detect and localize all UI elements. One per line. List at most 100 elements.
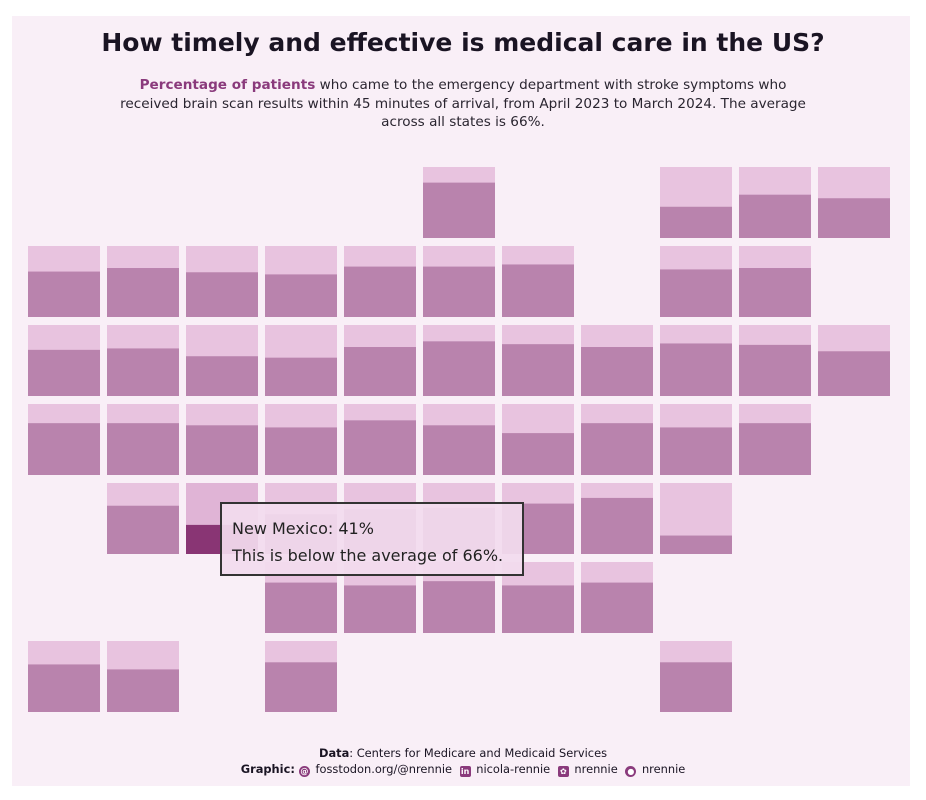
tile-bar (502, 433, 574, 475)
state-tile[interactable] (502, 325, 574, 396)
state-tile[interactable] (660, 325, 732, 396)
tile-bar (344, 420, 416, 475)
state-tile[interactable] (739, 404, 811, 475)
state-tile[interactable] (265, 325, 337, 396)
tile-bar (265, 357, 337, 396)
state-tile[interactable] (660, 483, 732, 554)
tile-bar (344, 585, 416, 633)
state-tile[interactable] (660, 167, 732, 238)
state-tile[interactable] (818, 325, 890, 396)
tile-bar (660, 535, 732, 554)
tile-bar (423, 182, 495, 238)
tile-bar (344, 347, 416, 396)
caption-graphic-label: Graphic: (240, 762, 295, 776)
state-tile[interactable] (739, 246, 811, 317)
tile-bar (186, 272, 258, 317)
tile-bar (581, 497, 653, 554)
state-tile[interactable] (581, 562, 653, 633)
tile-bar (660, 662, 732, 712)
state-tile[interactable] (344, 325, 416, 396)
subtitle-text: who came to the emergency department wit… (120, 77, 806, 131)
tooltip: New Mexico: 41% This is below the averag… (220, 502, 524, 576)
state-tile[interactable] (581, 483, 653, 554)
state-tile[interactable] (265, 641, 337, 712)
tile-bar (660, 427, 732, 475)
state-tile[interactable] (28, 404, 100, 475)
state-tile[interactable] (186, 325, 258, 396)
bluesky-icon: ✿ (557, 766, 569, 777)
caption-linkedin[interactable]: nicola-rennie (472, 762, 551, 776)
chart-subtitle: Percentage of patients who came to the e… (113, 76, 813, 132)
tooltip-line-2: This is below the average of 66%. (232, 546, 504, 565)
state-tile[interactable] (739, 167, 811, 238)
tile-bar (107, 669, 179, 712)
state-tile[interactable] (107, 641, 179, 712)
tile-bar (739, 344, 811, 396)
state-tile[interactable] (107, 325, 179, 396)
tile-bar (423, 425, 495, 475)
state-tile[interactable] (502, 404, 574, 475)
state-tile[interactable] (28, 641, 100, 712)
state-tile[interactable] (660, 246, 732, 317)
state-tile[interactable] (265, 246, 337, 317)
tile-bar (423, 266, 495, 317)
tile-bar (265, 582, 337, 633)
state-tile[interactable] (581, 404, 653, 475)
state-tile[interactable] (107, 246, 179, 317)
tile-bar (818, 351, 890, 396)
state-tile[interactable] (28, 246, 100, 317)
state-tile[interactable] (423, 167, 495, 238)
mastodon-icon: @ (298, 766, 310, 777)
state-tile[interactable] (818, 167, 890, 238)
tile-bar (581, 347, 653, 396)
caption-graphic-line: Graphic: @ fosstodon.org/@nrennie in nico… (0, 761, 926, 777)
state-tile[interactable] (423, 404, 495, 475)
caption-github[interactable]: nrennie (638, 762, 686, 776)
tile-bar (502, 585, 574, 633)
tile-bar (107, 423, 179, 475)
tile-bar (28, 664, 100, 712)
state-tile[interactable] (344, 404, 416, 475)
linkedin-icon: in (459, 766, 471, 777)
state-tile[interactable] (423, 325, 495, 396)
tile-bar (739, 194, 811, 238)
state-tile[interactable] (107, 483, 179, 554)
state-tile[interactable] (660, 404, 732, 475)
state-tile[interactable] (265, 404, 337, 475)
tile-bar (423, 581, 495, 633)
state-tile[interactable] (28, 325, 100, 396)
state-tile[interactable] (502, 562, 574, 633)
caption-mastodon[interactable]: fosstodon.org/@nrennie (311, 762, 453, 776)
state-tile[interactable] (107, 404, 179, 475)
tile-bar (186, 425, 258, 475)
tile-bar (581, 423, 653, 475)
state-tile[interactable] (660, 641, 732, 712)
subtitle-highlight: Percentage of patients (139, 77, 316, 93)
caption: Data: Centers for Medicare and Medicaid … (0, 745, 926, 777)
tile-bar (818, 198, 890, 238)
tile-bar (660, 343, 732, 396)
tile-bar (107, 268, 179, 317)
tile-bar (186, 356, 258, 396)
state-tile[interactable] (423, 246, 495, 317)
tile-bar (265, 662, 337, 712)
github-icon: ● (625, 766, 637, 777)
tile-bar (660, 269, 732, 317)
tile-bar (660, 206, 732, 238)
tile-bar (581, 582, 653, 633)
state-tile[interactable] (581, 325, 653, 396)
tile-bar (28, 423, 100, 475)
tile-bar (739, 268, 811, 317)
caption-data-text: : Centers for Medicare and Medicaid Serv… (349, 746, 608, 760)
caption-data-label: Data (318, 746, 350, 760)
tile-bar (502, 344, 574, 396)
state-tile[interactable] (502, 246, 574, 317)
tile-bar (265, 274, 337, 317)
caption-bluesky[interactable]: nrennie (570, 762, 618, 776)
state-tile[interactable] (186, 246, 258, 317)
state-tile[interactable] (186, 404, 258, 475)
state-tile[interactable] (344, 246, 416, 317)
state-tile[interactable] (739, 325, 811, 396)
tile-bar (28, 271, 100, 317)
